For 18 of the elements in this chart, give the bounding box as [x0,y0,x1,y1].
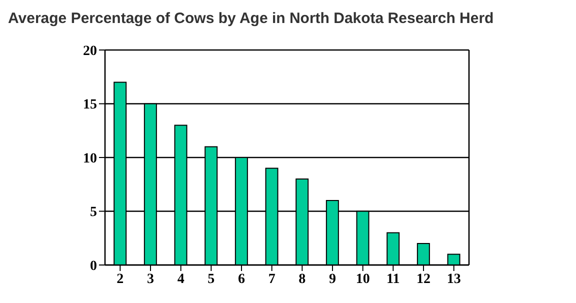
y-tick-label: 0 [90,258,97,274]
x-tick-label: 9 [329,272,336,287]
x-tick-label: 2 [116,272,124,287]
x-tick-label: 8 [298,272,306,287]
x-tick-label: 11 [386,272,400,287]
y-tick-label: 5 [90,205,97,220]
x-tick-label: 10 [356,272,370,287]
x-tick-label: 6 [238,272,245,287]
x-tick-label: 5 [208,272,215,287]
y-tick-label: 15 [83,98,97,113]
x-tick-label: 4 [177,272,184,287]
x-tick-label: 12 [416,272,430,287]
chart-title: Average Percentage of Cows by Age in North Dakota Research Herd [8,9,495,29]
x-tick-label: 3 [147,272,154,287]
x-tick-label: 7 [268,272,276,287]
y-tick-label: 10 [83,151,97,166]
y-tick-label: 20 [83,44,97,59]
x-tick-label: 13 [446,272,461,287]
